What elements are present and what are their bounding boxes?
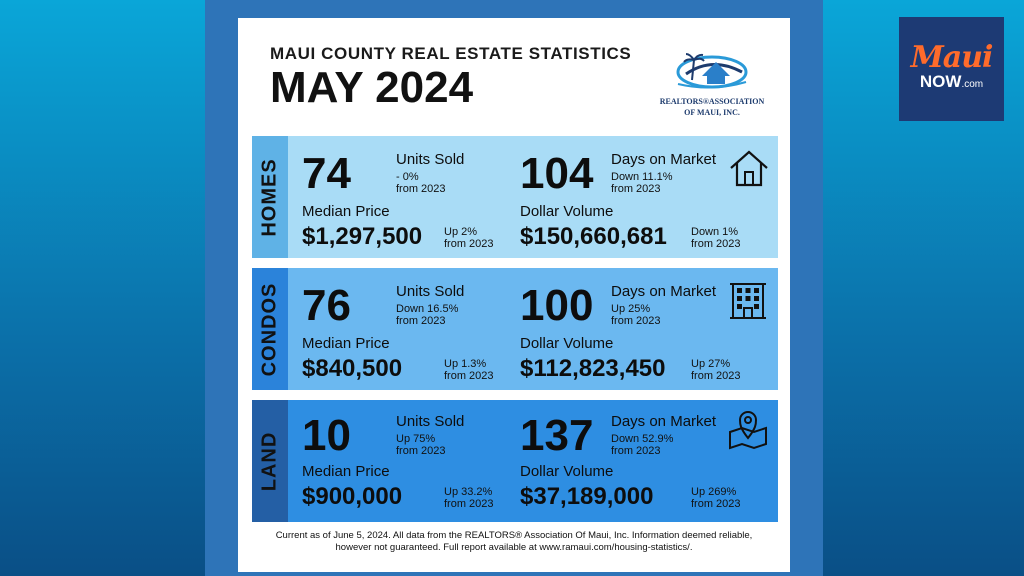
homes-units-sold-value: 74 [302, 149, 351, 198]
homes-dom-value: 104 [520, 149, 594, 198]
land-label: LAND [258, 431, 281, 491]
land-units-sold-label: Units Sold [396, 413, 465, 430]
homes-median-value: $1,297,500 [302, 223, 423, 250]
condos-dom-value: 100 [520, 281, 594, 330]
land-units-sold-value: 10 [302, 411, 351, 460]
homes-median-change: Up 2% [444, 226, 478, 238]
land-dom-from: from 2023 [611, 445, 661, 457]
land-section: LAND 10 Units Sold Up 75% from 2023 137 … [252, 400, 778, 522]
homes-units-from: from 2023 [396, 183, 446, 195]
house-icon [730, 150, 768, 187]
maui-now-logo-maui: Maui [910, 40, 994, 75]
homes-median-from: from 2023 [444, 238, 494, 250]
condos-volume-change: Up 27% [691, 358, 731, 370]
homes-volume-label: Dollar Volume [520, 203, 614, 220]
realtors-logo: REALTORS®ASSOCIATION OF MAUI, INC. [650, 46, 774, 117]
footer-line1: Current as of June 5, 2024. All data fro… [275, 530, 753, 541]
homes-volume-from: from 2023 [691, 238, 741, 250]
condos-volume-from: from 2023 [691, 370, 741, 382]
land-median-from: from 2023 [444, 498, 494, 510]
condos-units-sold-label: Units Sold [396, 283, 465, 300]
homes-units-change: - 0% [396, 171, 419, 183]
land-volume-change: Up 269% [691, 486, 737, 498]
condos-units-from: from 2023 [396, 315, 446, 327]
homes-label: HOMES [258, 157, 281, 237]
condos-label-bar: CONDOS [252, 268, 288, 390]
condos-median-change: Up 1.3% [444, 358, 487, 370]
homes-section: HOMES 74 Units Sold - 0% from 2023 104 D… [252, 136, 778, 258]
land-units-from: from 2023 [396, 445, 446, 457]
maui-now-logo-domain: .com [961, 79, 984, 90]
homes-label-bar: HOMES [252, 136, 288, 258]
header: MAUI COUNTY REAL ESTATE STATISTICS MAY 2… [270, 44, 631, 110]
land-median-value: $900,000 [302, 483, 403, 510]
condos-median-label: Median Price [302, 335, 390, 352]
map-pin-icon [729, 411, 767, 450]
homes-dom-change: Down 11.1% [611, 171, 673, 183]
maui-now-logo-now: NOW.com [899, 73, 1004, 94]
land-dom-label: Days on Market [611, 413, 717, 430]
maui-now-logo-now-text: NOW [919, 72, 962, 91]
building-icon [730, 283, 766, 319]
background-left [0, 0, 205, 576]
condos-volume-value: $112,823,450 [520, 355, 666, 382]
subtitle: MAUI COUNTY REAL ESTATE STATISTICS [270, 44, 632, 63]
condos-label: CONDOS [258, 282, 281, 376]
land-median-change: Up 33.2% [444, 486, 493, 498]
land-label-bar: LAND [252, 400, 288, 522]
condos-dom-change: Up 25% [611, 303, 651, 315]
condos-units-sold-value: 76 [302, 281, 351, 330]
homes-volume-change: Down 1% [691, 226, 739, 238]
homes-dom-from: from 2023 [611, 183, 661, 195]
homes-dom-label: Days on Market [611, 151, 717, 168]
homes-volume-value: $150,660,681 [520, 223, 667, 250]
page-title: MAY 2024 [270, 63, 474, 112]
land-dom-value: 137 [520, 411, 594, 460]
land-dom-change: Down 52.9% [611, 433, 674, 445]
condos-dom-label: Days on Market [611, 283, 717, 300]
condos-volume-label: Dollar Volume [520, 335, 614, 352]
condos-median-from: from 2023 [444, 370, 494, 382]
footer-line2: however not guaranteed. Full report avai… [335, 542, 693, 553]
land-volume-value: $37,189,000 [520, 483, 654, 510]
condos-section: CONDOS 76 Units Sold Down 16.5% from 202… [252, 268, 778, 390]
condos-dom-from: from 2023 [611, 315, 661, 327]
logo-text-line1: REALTORS®ASSOCIATION [659, 97, 765, 106]
condos-units-change: Down 16.5% [396, 303, 459, 315]
maui-now-logo: Maui NOW.com [899, 17, 1004, 121]
homes-median-label: Median Price [302, 203, 390, 220]
realtors-logo-icon [676, 53, 748, 89]
logo-text-line2: OF MAUI, INC. [684, 108, 740, 117]
land-volume-label: Dollar Volume [520, 463, 614, 480]
footer-note: Current as of June 5, 2024. All data fro… [250, 530, 778, 554]
condos-median-value: $840,500 [302, 355, 403, 382]
land-units-change: Up 75% [396, 433, 436, 445]
homes-units-sold-label: Units Sold [396, 151, 465, 168]
land-median-label: Median Price [302, 463, 390, 480]
land-volume-from: from 2023 [691, 498, 741, 510]
